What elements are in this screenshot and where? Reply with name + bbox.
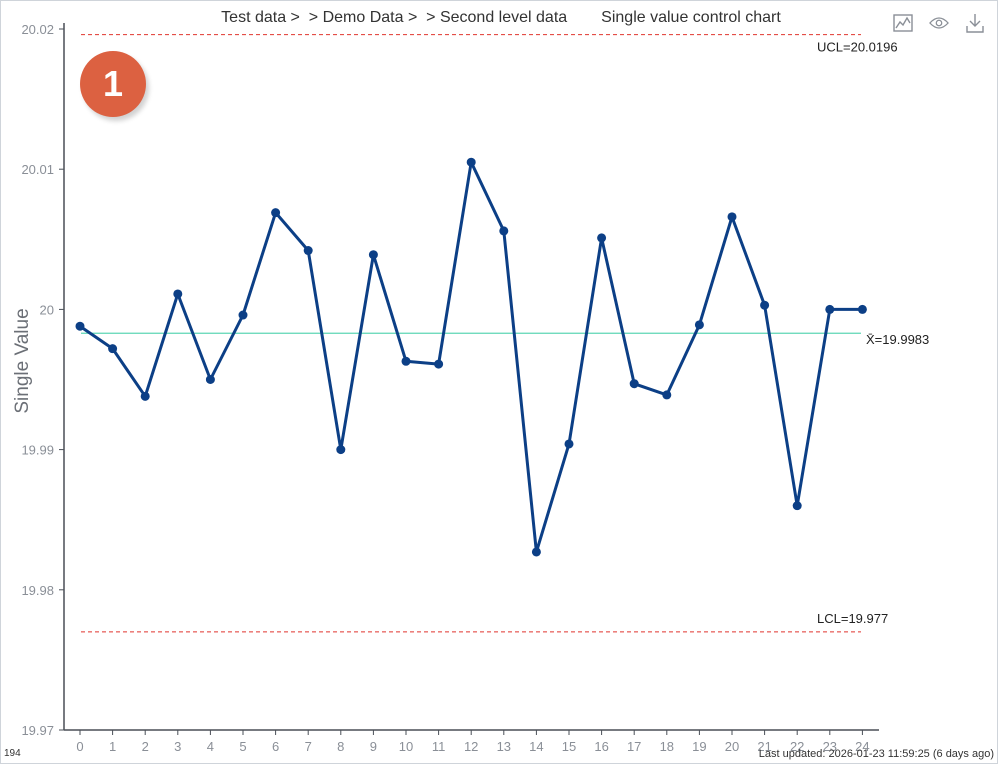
chart-toolbar [893,13,985,33]
x-tick-label: 9 [370,739,377,754]
x-tick-label: 11 [432,739,446,754]
data-point[interactable] [108,344,118,354]
data-point[interactable] [140,391,150,401]
x-tick-label: 5 [239,739,246,754]
x-tick-label: 13 [497,739,511,754]
x-tick-label: 3 [174,739,181,754]
x-tick-label: 23 [823,739,837,754]
data-point[interactable] [303,246,313,256]
record-count: 194 [4,748,21,759]
x-tick-label: 18 [660,739,674,754]
chart-type-icon[interactable] [893,13,913,33]
data-point[interactable] [238,310,248,320]
step-badge: 1 [80,51,146,117]
data-point[interactable] [336,445,346,455]
x-tick-label: 2 [142,739,149,754]
y-axis-label: Single Value [12,308,33,413]
chart-header: Test data > > Demo Data > > Second level… [1,9,1000,27]
x-tick-label: 21 [757,739,771,754]
x-tick-label: 8 [337,739,344,754]
download-icon[interactable] [965,13,985,33]
data-point[interactable] [173,289,183,299]
data-point[interactable] [499,226,509,236]
data-point[interactable] [629,379,639,389]
x-tick-label: 6 [272,739,279,754]
x-tick-label: 24 [855,739,869,754]
data-point[interactable] [760,300,770,310]
x-tick-label: 10 [399,739,413,754]
y-tick-label: 20 [40,302,54,317]
data-point[interactable] [531,547,541,557]
data-point[interactable] [597,233,607,243]
chart-title: Single value control chart [601,9,781,26]
data-point[interactable] [271,208,281,218]
x-tick-label: 15 [562,739,576,754]
x-tick-label: 1 [109,739,116,754]
ucl-label: UCL=20.0196 [817,40,898,55]
eye-icon[interactable] [929,13,949,33]
x-tick-label: 4 [207,739,214,754]
y-tick-label: 20.01 [21,162,54,177]
data-point[interactable] [825,304,835,314]
data-point[interactable] [792,501,802,511]
x-tick-label: 7 [305,739,312,754]
series-line [79,160,863,554]
data-point[interactable] [368,250,378,260]
lcl-label: LCL=19.977 [817,611,888,626]
data-point[interactable] [75,321,85,331]
y-tick-label: 19.98 [21,583,54,598]
data-point[interactable] [694,320,704,330]
data-point[interactable] [434,359,444,369]
data-point[interactable] [205,375,215,384]
y-tick-label: 19.99 [21,443,54,458]
data-point[interactable] [857,304,867,314]
x-tick-label: 22 [790,739,804,754]
x-tick-label: 14 [529,739,543,754]
data-point[interactable] [401,356,411,366]
data-point[interactable] [564,439,574,449]
y-tick-label: 19.97 [21,723,54,738]
center-line-label: X̄=19.9983 [866,332,929,347]
data-point[interactable] [466,157,476,167]
data-point[interactable] [727,212,737,222]
last-updated: Last updated: 2026-01-23 11:59:25 (6 day… [758,748,994,760]
x-tick-label: 17 [627,739,641,754]
x-tick-label: 0 [76,739,83,754]
x-tick-label: 19 [692,739,706,754]
x-tick-label: 12 [464,739,478,754]
x-tick-label: 16 [594,739,608,754]
breadcrumb[interactable]: Test data > > Demo Data > > Second level… [221,9,568,26]
data-point[interactable] [662,390,672,400]
x-tick-label: 20 [725,739,739,754]
y-tick-label: 20.02 [21,22,54,37]
